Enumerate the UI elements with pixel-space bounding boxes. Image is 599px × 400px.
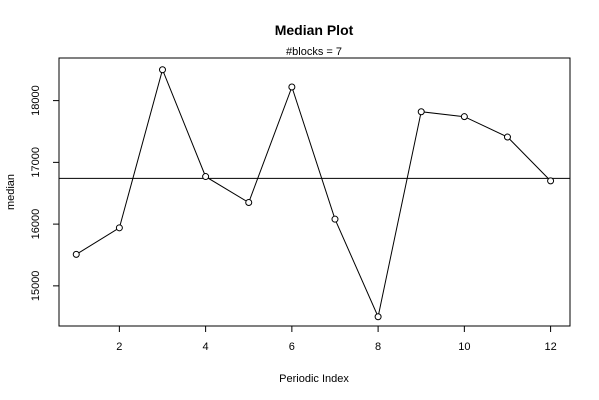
x-tick-label: 12 bbox=[544, 341, 556, 353]
x-tick-label: 6 bbox=[289, 341, 295, 353]
data-point bbox=[331, 215, 339, 223]
plot-frame bbox=[58, 57, 571, 327]
series-points bbox=[72, 66, 555, 321]
x-axis-label: Periodic Index bbox=[279, 373, 349, 385]
data-point bbox=[245, 198, 253, 206]
x-tick-label: 2 bbox=[116, 341, 122, 353]
y-tick-label: 17000 bbox=[30, 147, 42, 178]
y-tick-label: 15000 bbox=[30, 271, 42, 302]
chart-title: Median Plot bbox=[275, 22, 354, 38]
data-point bbox=[72, 250, 80, 258]
data-point bbox=[547, 177, 555, 185]
x-tick-label: 8 bbox=[375, 341, 381, 353]
data-point bbox=[115, 224, 123, 232]
data-point bbox=[158, 66, 166, 74]
data-point bbox=[288, 83, 296, 91]
x-axis: 2 4 6 8 10 12 bbox=[116, 325, 557, 353]
chart-subtitle: #blocks = 7 bbox=[286, 46, 342, 58]
data-point bbox=[417, 108, 425, 116]
data-point bbox=[503, 133, 511, 141]
y-tick-label: 18000 bbox=[30, 85, 42, 116]
data-point bbox=[374, 313, 382, 321]
y-tick-label: 16000 bbox=[30, 209, 42, 240]
x-tick-label: 4 bbox=[203, 341, 209, 353]
data-point bbox=[460, 113, 468, 121]
y-axis-label: median bbox=[5, 174, 17, 210]
data-point bbox=[202, 173, 210, 181]
series-line bbox=[75, 68, 551, 319]
y-axis: 15000 16000 17000 18000 bbox=[30, 85, 60, 302]
x-tick-label: 10 bbox=[458, 341, 470, 353]
